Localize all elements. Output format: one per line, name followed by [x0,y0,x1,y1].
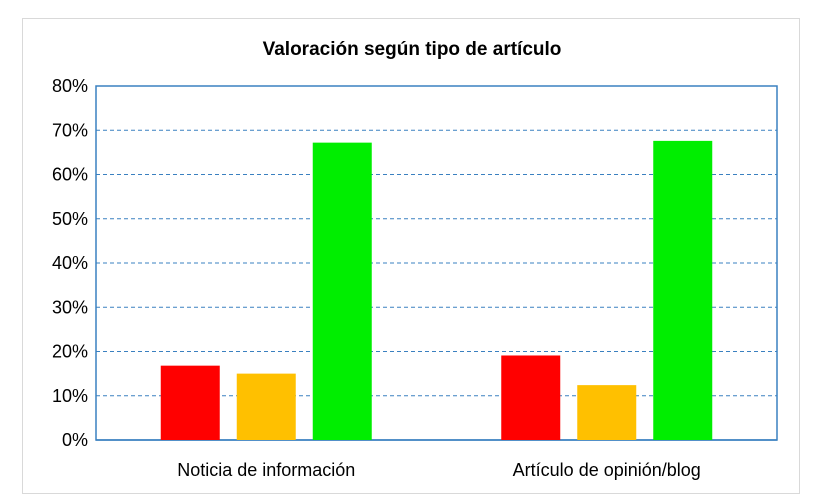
y-tick-label: 60% [52,165,88,185]
x-category-label: Artículo de opinión/blog [513,460,701,480]
y-tick-label: 40% [52,253,88,273]
y-tick-label: 30% [52,297,88,317]
bar [501,355,561,440]
y-tick-label: 80% [52,76,88,96]
bar [160,365,220,440]
y-tick-label: 70% [52,120,88,140]
bar [312,142,372,440]
bar [236,373,296,440]
bar [653,140,713,440]
y-tick-label: 20% [52,342,88,362]
y-tick-label: 50% [52,209,88,229]
chart-title: Valoración según tipo de artículo [263,39,562,60]
bar [577,385,637,440]
y-tick-label: 0% [62,430,88,450]
y-axis-tick-labels: 0% 10% 20% 30% 40% 50% 60% 70% 80% [52,76,88,450]
y-tick-label: 10% [52,386,88,406]
bars [160,140,713,440]
x-category-label: Noticia de información [177,460,355,480]
x-axis-category-labels: Noticia de información Artículo de opinió… [177,460,701,480]
